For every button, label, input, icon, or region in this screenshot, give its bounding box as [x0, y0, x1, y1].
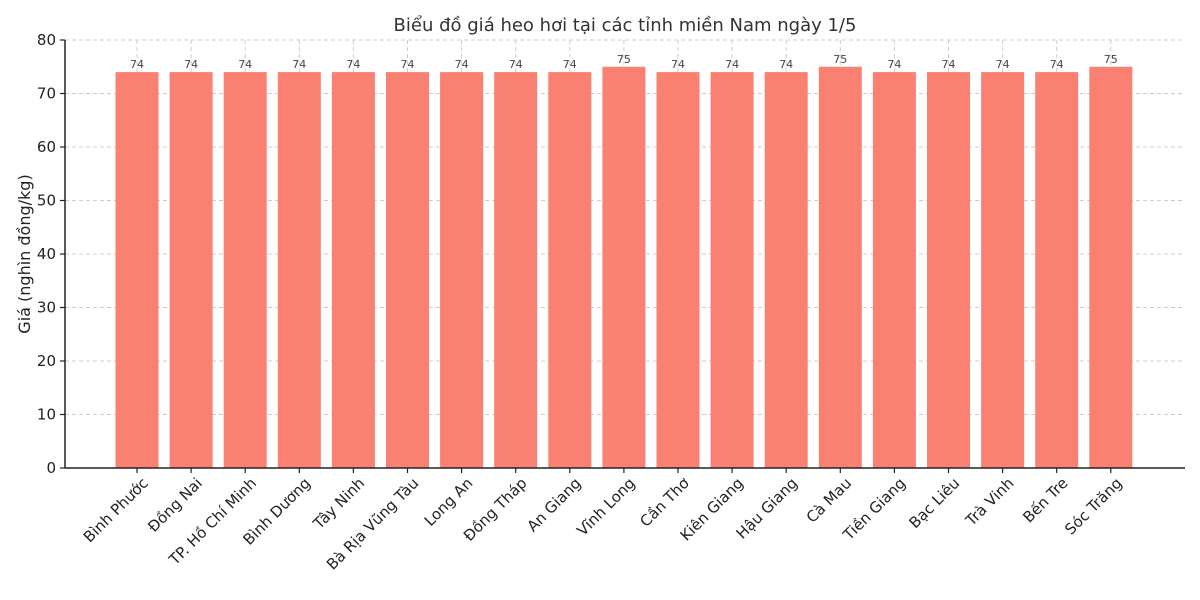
y-tick-label: 60: [37, 138, 56, 156]
axis-layer: [60, 39, 1185, 473]
bar-value-label: 74: [996, 58, 1010, 71]
y-tick-label: 40: [37, 245, 56, 263]
bar: [764, 72, 808, 468]
bar: [386, 72, 429, 468]
x-tick-label: Cà Mau: [803, 474, 855, 526]
bar-value-label: 74: [346, 58, 360, 71]
y-tick-label: 80: [37, 31, 56, 49]
bar: [872, 72, 916, 468]
bar: [548, 72, 592, 468]
bar-value-label: 74: [671, 58, 685, 71]
y-tick-label: 20: [37, 352, 56, 370]
bar-value-label: 74: [130, 58, 144, 71]
bar-value-label: 74: [942, 58, 956, 71]
chart-title: Biểu đồ giá heo hơi tại các tỉnh miền Na…: [394, 15, 857, 36]
x-tick-label: Bà Rịa Vũng Tàu: [323, 474, 422, 573]
bar-value-label: 74: [779, 58, 793, 71]
x-tick-label: Sóc Trăng: [1061, 474, 1125, 538]
y-tick-label: 50: [37, 192, 56, 210]
bar-value-label: 74: [401, 58, 415, 71]
bar-value-label: 74: [238, 58, 252, 71]
bar: [1089, 66, 1133, 468]
x-tick-label: Bình Phước: [80, 474, 152, 546]
bar: [602, 66, 646, 468]
bar: [115, 72, 159, 468]
bar-value-label: 74: [563, 58, 577, 71]
y-tick-label: 30: [37, 299, 56, 317]
x-tick-label: Bạc Liêu: [906, 474, 964, 532]
bar-value-label: 74: [292, 58, 306, 71]
bar: [440, 72, 484, 468]
x-tick-label: Trà Vinh: [961, 474, 1017, 530]
bar: [981, 72, 1025, 468]
bar: [656, 72, 700, 468]
bar: [277, 72, 321, 468]
bar: [331, 72, 375, 468]
bar-value-label: 74: [455, 58, 469, 71]
bar: [223, 72, 267, 468]
bar-value-label: 75: [1104, 53, 1118, 66]
bar-value-label: 74: [725, 58, 739, 71]
bar: [818, 66, 862, 468]
bar-value-label: 74: [509, 58, 523, 71]
bar-value-label: 74: [1050, 58, 1064, 71]
bar-value-label: 74: [184, 58, 198, 71]
x-tick-label: Cần Thơ: [636, 474, 693, 531]
x-tick-label: Vĩnh Long: [573, 474, 638, 539]
bar: [1035, 72, 1079, 468]
bar: [169, 72, 213, 468]
bar-value-label: 75: [617, 53, 631, 66]
bar: [710, 72, 754, 468]
x-tick-label: Bến Tre: [1019, 474, 1071, 526]
y-tick-label: 0: [46, 459, 56, 477]
x-tick-label: Long An: [421, 474, 477, 530]
bar-layer: [115, 66, 1133, 468]
y-tick-label: 70: [37, 85, 56, 103]
bar-value-label: 74: [887, 58, 901, 71]
bar-value-label: 75: [833, 53, 847, 66]
y-axis-label: Giá (nghìn đồng/kg): [15, 174, 34, 333]
bar: [927, 72, 970, 468]
bar: [494, 72, 538, 468]
y-tick-label: 10: [37, 406, 56, 424]
